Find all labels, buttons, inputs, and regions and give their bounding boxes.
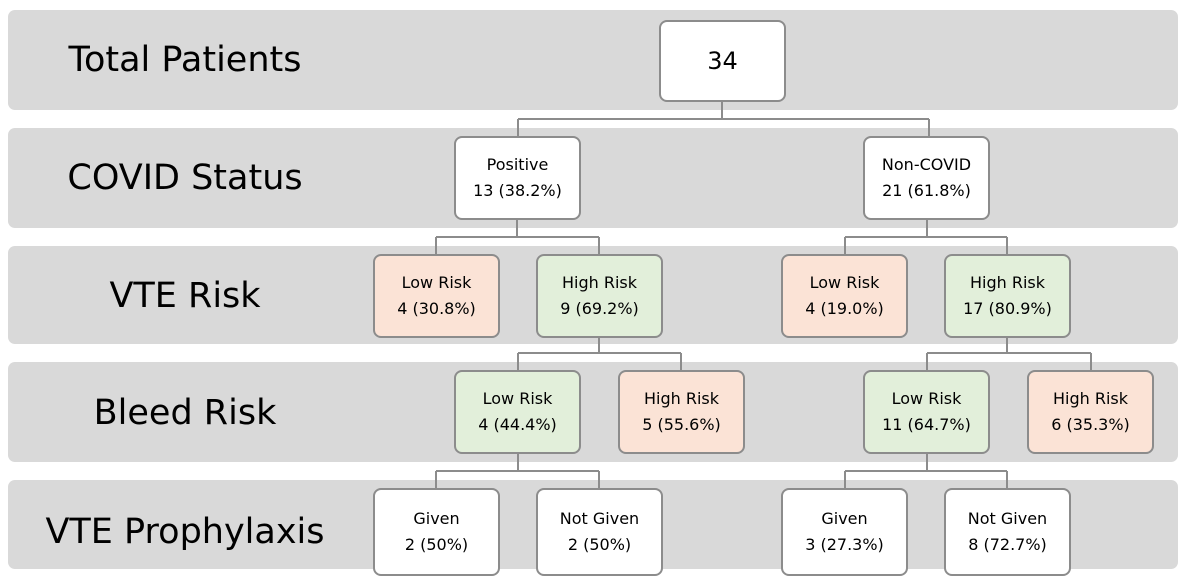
node-proph-pos-not-given-value: 2 (50%) [567,535,632,554]
node-bleed-pos-low: Low Risk 4 (44.4%) [454,370,581,454]
node-covid-positive: Positive 13 (38.2%) [454,136,581,220]
node-covid-noncovid-value: 21 (61.8%) [882,181,971,200]
connector-noncovid [844,218,1008,255]
level-label-vte-prophylaxis: VTE Prophylaxis [45,512,325,552]
node-vte-pos-high: High Risk 9 (69.2%) [536,254,663,338]
node-vte-non-low-label: Low Risk [809,273,880,292]
node-proph-pos-given: Given 2 (50%) [373,488,500,576]
node-total-patients-value: 34 [707,47,738,75]
node-proph-non-given-value: 3 (27.3%) [805,535,884,554]
node-bleed-pos-low-label: Low Risk [482,389,553,408]
node-proph-non-given-label: Given [821,509,868,528]
node-proph-non-not-given: Not Given 8 (72.7%) [944,488,1071,576]
level-label-bleed-risk: Bleed Risk [93,393,277,433]
node-proph-pos-given-value: 2 (50%) [404,535,469,554]
node-bleed-pos-high-value: 5 (55.6%) [642,415,721,434]
connector-bleed-non-low [844,452,1008,489]
level-label-covid-status: COVID Status [67,158,303,198]
node-covid-positive-label: Positive [486,155,549,174]
node-bleed-non-low: Low Risk 11 (64.7%) [863,370,990,454]
node-vte-pos-low-label: Low Risk [401,273,472,292]
node-bleed-non-high-value: 6 (35.3%) [1051,415,1130,434]
node-vte-non-high-value: 17 (80.9%) [963,299,1052,318]
node-vte-non-low: Low Risk 4 (19.0%) [781,254,908,338]
node-bleed-pos-high-label: High Risk [643,389,720,408]
node-proph-pos-not-given-label: Not Given [559,509,640,528]
node-vte-non-low-value: 4 (19.0%) [805,299,884,318]
node-bleed-pos-high: High Risk 5 (55.6%) [618,370,745,454]
node-covid-noncovid: Non-COVID 21 (61.8%) [863,136,990,220]
connector-positive [435,218,600,255]
node-vte-pos-high-value: 9 (69.2%) [560,299,639,318]
node-covid-positive-value: 13 (38.2%) [473,181,562,200]
node-bleed-pos-low-value: 4 (44.4%) [478,415,557,434]
node-vte-pos-low: Low Risk 4 (30.8%) [373,254,500,338]
node-proph-pos-not-given: Not Given 2 (50%) [536,488,663,576]
connector-root [517,100,930,137]
node-total-patients: 34 [659,20,786,102]
level-label-vte-risk: VTE Risk [109,276,261,316]
node-covid-noncovid-label: Non-COVID [881,155,972,174]
node-bleed-non-high: High Risk 6 (35.3%) [1027,370,1154,454]
node-vte-non-high: High Risk 17 (80.9%) [944,254,1071,338]
node-proph-non-not-given-value: 8 (72.7%) [968,535,1047,554]
connector-bleed-pos-low [435,452,600,489]
node-proph-non-given: Given 3 (27.3%) [781,488,908,576]
node-bleed-non-low-value: 11 (64.7%) [882,415,971,434]
node-vte-pos-low-value: 4 (30.8%) [397,299,476,318]
node-vte-pos-high-label: High Risk [561,273,638,292]
level-label-total-patients: Total Patients [68,40,302,80]
node-proph-pos-given-label: Given [413,509,460,528]
node-proph-non-not-given-label: Not Given [967,509,1048,528]
node-bleed-non-low-label: Low Risk [891,389,962,408]
node-vte-non-high-label: High Risk [969,273,1046,292]
band-total-patients [8,10,1178,110]
connector-vte-non-high [926,336,1092,371]
connector-vte-pos-high [517,336,682,371]
node-bleed-non-high-label: High Risk [1052,389,1129,408]
